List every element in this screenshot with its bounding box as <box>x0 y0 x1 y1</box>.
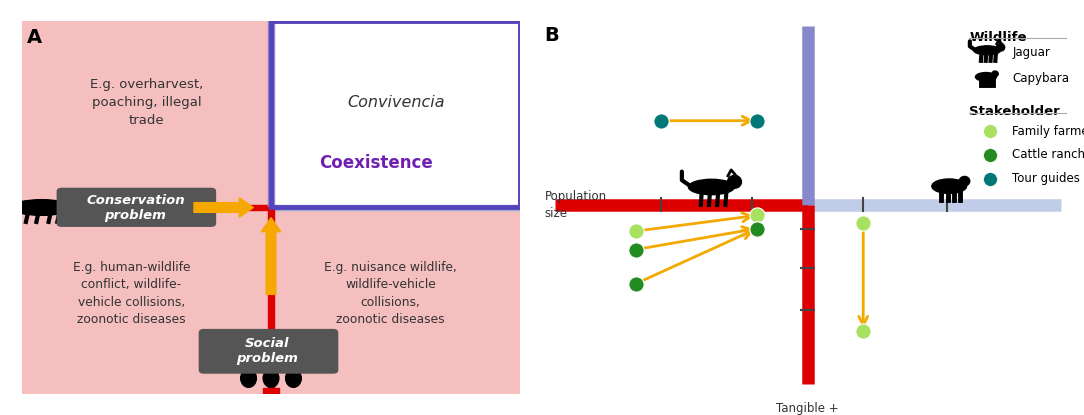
Bar <box>263 388 279 394</box>
Ellipse shape <box>263 369 279 387</box>
Text: Coexistence: Coexistence <box>319 154 433 172</box>
Text: Stakeholder: Stakeholder <box>969 105 1060 118</box>
Text: Tangible +
intangible
impact: Tangible + intangible impact <box>776 402 839 415</box>
Bar <box>271 21 520 208</box>
Ellipse shape <box>727 176 741 188</box>
Text: Jaguar: Jaguar <box>1012 46 1050 59</box>
Text: Population
size: Population size <box>544 190 607 220</box>
Text: E.g. nuisance wildlife,
wildlife-vehicle
collisions,
zoonotic diseases: E.g. nuisance wildlife, wildlife-vehicle… <box>324 261 457 326</box>
Ellipse shape <box>64 198 82 210</box>
Circle shape <box>240 353 257 366</box>
Ellipse shape <box>285 369 301 387</box>
Ellipse shape <box>996 44 1005 51</box>
Text: Social
problem: Social problem <box>236 337 298 365</box>
Text: Tour guides: Tour guides <box>1012 172 1081 185</box>
Ellipse shape <box>976 73 996 81</box>
Text: E.g. overharvest,
poaching, illegal
trade: E.g. overharvest, poaching, illegal trad… <box>90 78 203 127</box>
Ellipse shape <box>11 200 73 215</box>
Text: B: B <box>544 26 559 45</box>
Bar <box>41 205 271 210</box>
Ellipse shape <box>973 46 1001 55</box>
FancyBboxPatch shape <box>56 188 216 227</box>
Text: Convivencia: Convivencia <box>347 95 444 110</box>
Bar <box>40 202 50 213</box>
Text: E.g. human-wildlife
conflict, wildlife-
vehicle collisions,
zoonotic diseases: E.g. human-wildlife conflict, wildlife- … <box>73 261 190 326</box>
Bar <box>268 208 274 394</box>
Text: A: A <box>27 28 42 47</box>
Bar <box>271 21 520 208</box>
Circle shape <box>285 353 302 366</box>
Bar <box>268 21 274 208</box>
Text: Cattle ranchers: Cattle ranchers <box>1012 149 1084 161</box>
FancyArrowPatch shape <box>261 218 281 294</box>
Ellipse shape <box>932 179 967 193</box>
Ellipse shape <box>992 71 998 77</box>
Ellipse shape <box>241 369 257 387</box>
Ellipse shape <box>688 179 735 195</box>
Bar <box>271 205 520 210</box>
Text: Conservation
problem: Conservation problem <box>86 193 184 222</box>
FancyArrowPatch shape <box>194 198 254 217</box>
Text: Wildlife: Wildlife <box>969 31 1027 44</box>
Text: Family farmers: Family farmers <box>1012 125 1084 138</box>
Circle shape <box>262 353 280 366</box>
Text: Capybara: Capybara <box>1012 72 1070 85</box>
FancyBboxPatch shape <box>198 329 338 374</box>
Ellipse shape <box>959 176 970 186</box>
